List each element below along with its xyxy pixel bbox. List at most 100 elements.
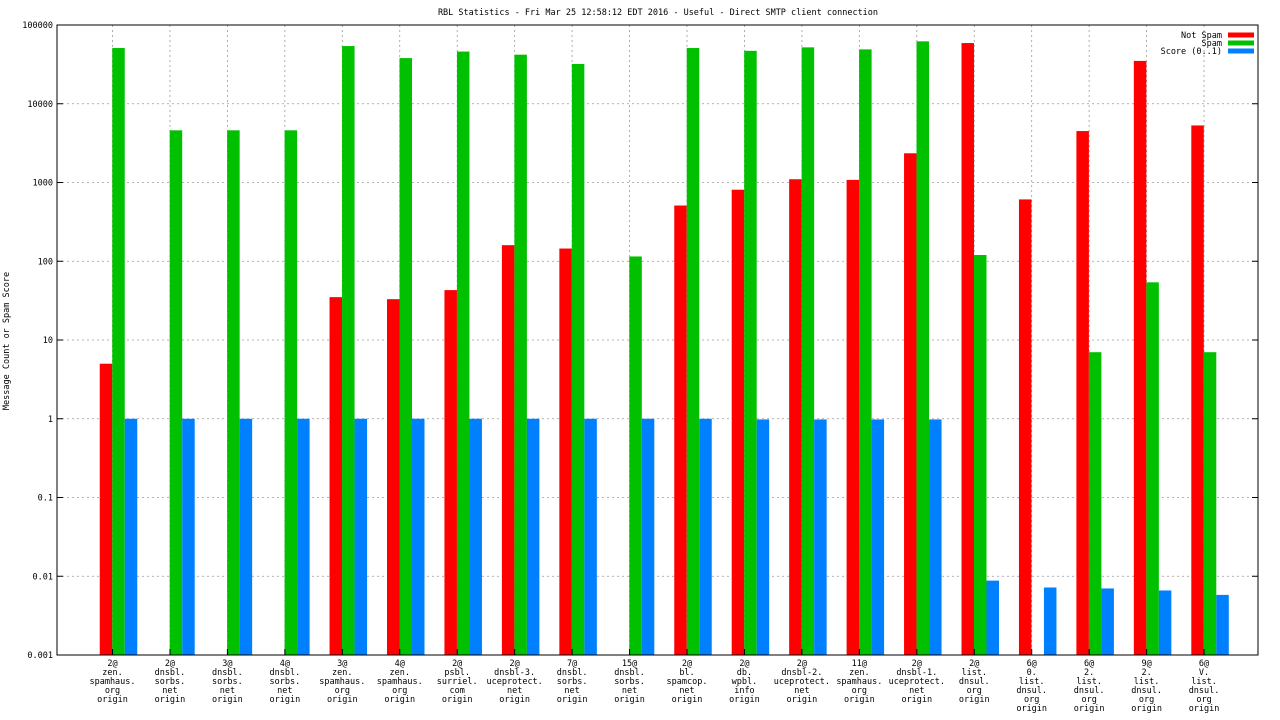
bar-score-0-1 <box>354 418 368 655</box>
x-tick-label-line: uceprotect. <box>889 677 945 687</box>
y-tick-label: 0.1 <box>38 494 53 504</box>
x-tick-label-line: net <box>679 686 694 696</box>
x-tick-label-line: origin <box>787 695 818 705</box>
x-tick-label-line: com <box>450 686 465 696</box>
x-tick-label-line: origin <box>97 695 128 705</box>
x-tick-label-line: org <box>1024 695 1039 705</box>
bar-spam <box>342 46 355 655</box>
x-tick-label-line: surriel. <box>437 677 478 687</box>
bars-layer <box>99 41 1229 656</box>
x-tick-label-line: spamhaus. <box>377 677 423 687</box>
x-tick-label-line: 6@ <box>1199 659 1209 669</box>
x-tick-label: 4@ dnsbl. sorbs. net origin <box>269 659 300 705</box>
y-tick-label: 0.01 <box>33 572 53 582</box>
x-tick-label-line: 4@ <box>280 659 290 669</box>
x-tick-label-line: origin <box>1074 704 1105 714</box>
bar-not-spam <box>789 179 802 656</box>
bar-spam <box>284 130 298 655</box>
bar-score-0-1 <box>1101 588 1114 655</box>
x-tick-label-line: 3@ <box>337 659 347 669</box>
bar-spam <box>1203 352 1217 655</box>
x-tick-label-line: 0. <box>1027 668 1037 678</box>
bar-spam <box>916 41 930 656</box>
y-tick-label: 10000 <box>27 100 53 110</box>
bar-not-spam <box>674 205 687 655</box>
bar-spam <box>112 48 125 655</box>
x-tick-label-line: 2@ <box>682 659 692 669</box>
x-tick-label-line: 2. <box>1084 668 1094 678</box>
bar-not-spam <box>846 179 860 655</box>
x-tick-label-line: origin <box>1189 704 1220 714</box>
bar-score-0-1 <box>699 418 712 655</box>
legend-swatch <box>1228 40 1254 46</box>
legend-label: Not Spam <box>1181 31 1222 41</box>
bar-not-spam <box>904 153 917 655</box>
x-tick-label-line: 3@ <box>222 659 232 669</box>
x-tick-label: 2@ dnsbl-1. uceprotect. net origin <box>889 659 945 705</box>
x-tick-label-line: dnsbl-1. <box>896 668 937 678</box>
bar-score-0-1 <box>412 418 425 655</box>
bar-not-spam <box>387 299 400 655</box>
x-tick-label: 2@ psbl. surriel. com origin <box>437 659 478 705</box>
x-tick-label-line: 15@ <box>622 659 637 669</box>
x-tick-label-line: 2@ <box>912 659 922 669</box>
x-tick-label-line: 11@ <box>852 659 867 669</box>
bar-spam <box>801 47 815 656</box>
bar-score-0-1 <box>814 419 827 655</box>
bar-not-spam <box>559 248 572 656</box>
bar-score-0-1 <box>756 419 770 655</box>
x-tick-label-line: 2. <box>1141 668 1151 678</box>
y-tick-label: 1 <box>48 415 53 425</box>
x-tick-label-line: 2@ <box>739 659 749 669</box>
bar-not-spam <box>731 189 745 655</box>
x-tick-label-line: dnsul. <box>1016 686 1047 696</box>
x-tick-label: 2@ dnsbl-3. uceprotect. net origin <box>487 659 543 705</box>
x-tick-label-line: sorbs. <box>155 677 186 687</box>
x-tick-label-line: dnsbl. <box>212 668 243 678</box>
x-tick-label-line: zen. <box>332 668 352 678</box>
x-tick-label-line: org <box>105 686 120 696</box>
bar-spam <box>399 58 412 655</box>
x-tick-label-line: 2@ <box>969 659 979 669</box>
bar-score-0-1 <box>1216 594 1229 655</box>
x-tick-label-line: net <box>162 686 177 696</box>
x-tick-label-line: dnsbl. <box>155 668 186 678</box>
x-tick-label-line: psbl. <box>444 668 470 678</box>
x-tick-label-line: sorbs. <box>269 677 300 687</box>
bar-score-0-1 <box>986 580 999 655</box>
x-tick-label-line: org <box>1139 695 1154 705</box>
bar-not-spam <box>444 290 457 655</box>
x-tick-label-line: list. <box>1076 677 1102 687</box>
x-tick-label: 2@ db. wpbl. info origin <box>729 659 760 705</box>
x-tick-label: 6@ 0. list. dnsul. org origin <box>1016 659 1047 714</box>
bar-score-0-1 <box>469 418 482 655</box>
x-tick-label: 11@ zen. spamhaus. org origin <box>836 659 882 705</box>
bar-score-0-1 <box>182 418 195 655</box>
x-tick-label-line: 6@ <box>1027 659 1037 669</box>
chart-title: RBL Statistics - Fri Mar 25 12:58:12 EDT… <box>438 8 878 18</box>
x-tick-label: 2@ list. dnsul. org origin <box>959 659 990 705</box>
x-tick-label: 3@ dnsbl. sorbs. net origin <box>212 659 243 705</box>
x-tick-label-line: sorbs. <box>614 677 645 687</box>
x-tick-label-line: origin <box>672 695 703 705</box>
y-axis-label: Message Count or Spam Score <box>2 272 12 410</box>
bar-not-spam <box>501 245 515 655</box>
bar-score-0-1 <box>1158 590 1172 655</box>
bar-score-0-1 <box>526 418 540 655</box>
x-tick-label-line: origin <box>1016 704 1047 714</box>
x-tick-label-line: origin <box>269 695 300 705</box>
x-tick-label-line: 4@ <box>395 659 405 669</box>
x-tick-label-line: dnsul. <box>1131 686 1162 696</box>
x-tick-label: 6@ V. list. dnsul. org origin <box>1189 659 1220 714</box>
x-tick-label: 3@ zen. spamhaus. org origin <box>319 659 365 705</box>
x-tick-label: 2@ zen. spamhaus. org origin <box>89 659 135 705</box>
x-tick-label-line: V. <box>1199 668 1209 678</box>
x-tick-label-line: spamhaus. <box>836 677 882 687</box>
x-tick-label-line: 2@ <box>510 659 520 669</box>
legend-label: Score (0..1) <box>1161 47 1222 57</box>
x-tick-label-line: list. <box>961 668 987 678</box>
x-tick-label-line: origin <box>155 695 186 705</box>
x-tick-label-line: dnsbl. <box>557 668 588 678</box>
x-tick-label: 4@ zen. spamhaus. org origin <box>377 659 423 705</box>
